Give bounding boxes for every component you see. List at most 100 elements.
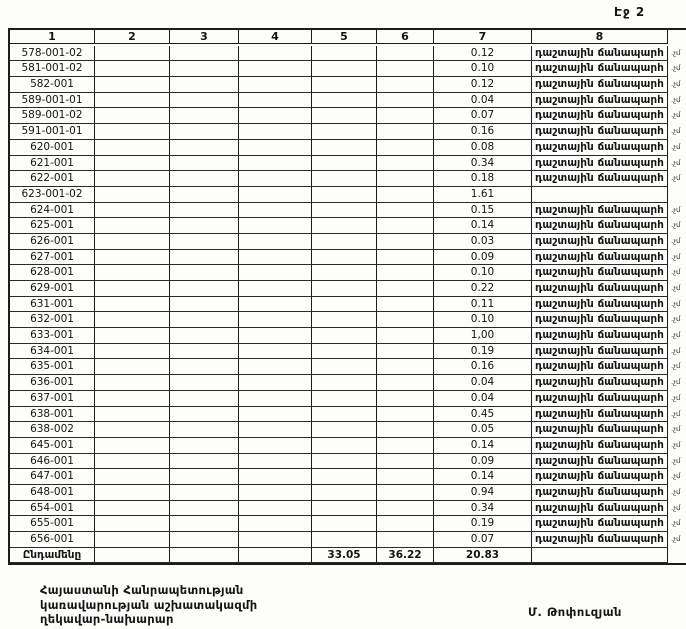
column-header-2: 2 xyxy=(95,30,170,44)
empty-cell xyxy=(312,406,377,423)
margin-annotation: .չմ xyxy=(671,331,681,340)
empty-cell xyxy=(170,328,239,344)
org-line-2: կառավարության աշխատակազմի xyxy=(40,597,258,612)
empty-cell xyxy=(239,233,312,250)
margin-annotation: .չմ xyxy=(671,456,681,465)
margin-annotation: .չմ xyxy=(671,440,681,449)
area-value-cell: 0.09 xyxy=(434,249,532,266)
area-value-cell: 0.04 xyxy=(434,92,532,109)
empty-cell xyxy=(170,249,239,266)
margin-annotation: .չմ xyxy=(671,487,681,496)
parcel-code-cell: 582-001 xyxy=(10,77,95,93)
empty-cell xyxy=(170,186,239,203)
area-value-cell: 0.07 xyxy=(434,532,532,548)
parcel-code-cell: 623-001-02 xyxy=(10,186,95,203)
empty-cell xyxy=(312,124,377,140)
area-value-cell: 0.19 xyxy=(434,516,532,532)
area-value-cell: 0.94 xyxy=(434,484,532,501)
empty-cell xyxy=(377,265,434,281)
empty-cell xyxy=(95,453,170,470)
area-value-cell: 0.14 xyxy=(434,218,532,234)
empty-cell xyxy=(377,312,434,329)
empty-cell xyxy=(239,249,312,266)
margin-annotation: .չմ xyxy=(671,472,681,481)
empty-cell xyxy=(377,343,434,360)
table-row: 635-001 0.16 դաշտային ճանապարհ .չմ xyxy=(10,359,686,376)
column-header-8: 8 xyxy=(532,30,668,44)
empty-cell xyxy=(95,265,170,281)
empty-cell xyxy=(170,343,239,360)
empty-cell xyxy=(377,359,434,376)
table-row: 589-001-01 0.04 դաշտային ճանապարհ .չմ xyxy=(10,92,686,109)
table-row: 647-001 0.14 դաշտային ճանապարհ .չմ xyxy=(10,469,686,485)
empty-cell xyxy=(312,281,377,297)
empty-cell xyxy=(95,469,170,485)
empty-cell xyxy=(95,516,170,532)
empty-cell xyxy=(170,422,239,438)
empty-cell xyxy=(95,296,170,313)
empty-cell xyxy=(95,328,170,344)
empty-cell xyxy=(312,296,377,313)
land-use-name-cell: դաշտային ճանապարհ xyxy=(532,171,668,187)
empty-cell xyxy=(377,390,434,407)
land-use-name-cell: դաշտային ճանապարհ xyxy=(532,343,668,360)
table-row: 646-001 0.09 դաշտային ճանապարհ .չմ xyxy=(10,453,686,470)
empty-cell xyxy=(239,92,312,109)
empty-cell xyxy=(95,281,170,297)
land-use-name-cell: դաշտային ճանապարհ xyxy=(532,296,668,313)
empty-cell xyxy=(95,422,170,438)
area-value-cell: 0.16 xyxy=(434,359,532,376)
empty-cell xyxy=(95,532,170,548)
parcel-code-cell: 624-001 xyxy=(10,202,95,219)
empty-cell xyxy=(239,359,312,376)
column-header-4: 4 xyxy=(239,30,312,44)
margin-annotation: .չմ xyxy=(671,535,681,543)
land-use-name-cell: դաշտային ճանապարհ xyxy=(532,108,668,125)
parcel-code-cell: 589-001-01 xyxy=(10,92,95,109)
empty-cell xyxy=(239,532,312,548)
empty-cell xyxy=(95,155,170,172)
area-value-cell: 0.12 xyxy=(434,45,532,62)
empty-cell xyxy=(312,139,377,156)
land-use-name-cell: դաշտային ճանապարհ xyxy=(532,281,668,297)
area-value-cell: 0.04 xyxy=(434,375,532,391)
empty-cell xyxy=(377,171,434,187)
empty-cell xyxy=(95,186,170,203)
land-use-name-cell: դաշտային ճանապարհ xyxy=(532,202,668,219)
land-use-name-cell: դաշտային ճանապարհ xyxy=(532,469,668,485)
empty-cell xyxy=(95,233,170,250)
table-row: 629-001 0.22 դաշտային ճանապարհ .չմ xyxy=(10,281,686,297)
land-use-name-cell: դաշտային ճանապարհ xyxy=(532,532,668,548)
margin-gutter xyxy=(668,548,686,564)
empty-cell xyxy=(239,453,312,470)
empty-cell xyxy=(312,343,377,360)
land-use-name-cell: դաշտային ճանապարհ xyxy=(532,45,668,62)
land-use-name-cell: դաշտային ճանապարհ xyxy=(532,265,668,281)
land-use-name-cell: դաշտային ճանապարհ xyxy=(532,61,668,78)
margin-annotation: .չմ xyxy=(671,142,681,151)
margin-annotation: .չմ xyxy=(671,299,681,308)
table-row: 581-001-02 0.10 դաշտային ճանապարհ .չմ xyxy=(10,61,686,78)
empty-cell xyxy=(170,453,239,470)
empty-cell xyxy=(239,296,312,313)
empty-cell xyxy=(239,218,312,234)
parcel-code-cell: 638-002 xyxy=(10,422,95,438)
page-number-label: Էջ 2 xyxy=(614,5,646,19)
total-col5-value: 33.05 xyxy=(312,547,377,564)
land-use-name-cell: դաշտային ճանապարհ xyxy=(532,124,668,140)
table-row: 636-001 0.04 դաշտային ճանապարհ .չմ xyxy=(10,375,686,391)
margin-annotation: .չմ xyxy=(671,64,681,73)
empty-cell xyxy=(95,249,170,266)
empty-cell xyxy=(377,45,434,62)
area-value-cell: 0.03 xyxy=(434,233,532,250)
empty-cell xyxy=(312,61,377,78)
empty-cell xyxy=(95,139,170,156)
margin-gutter xyxy=(668,30,686,46)
area-value-cell: 0.09 xyxy=(434,453,532,470)
empty-cell xyxy=(170,312,239,329)
table-row: 622-001 0.18 դաշտային ճանապարհ .չմ xyxy=(10,171,686,187)
table-row: 591-001-01 0.16 դաշտային ճանապարհ .չմ xyxy=(10,124,686,140)
parcel-code-cell: 636-001 xyxy=(10,375,95,391)
empty-cell xyxy=(312,108,377,125)
table-row: 582-001 0.12 դաշտային ճանապարհ .չմ xyxy=(10,77,686,93)
